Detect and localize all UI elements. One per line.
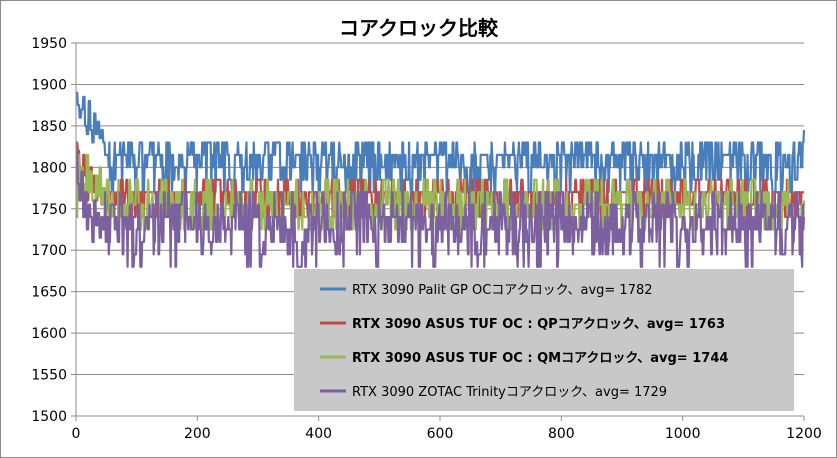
x-tick-label: 400 xyxy=(305,426,332,442)
y-tick-label: 1550 xyxy=(31,368,67,384)
axes xyxy=(75,43,804,417)
legend-label-2: RTX 3090 ASUS TUF OC : QPコアクロック、avg= 176… xyxy=(352,317,725,332)
x-tick-label: 1200 xyxy=(786,426,822,442)
x-tick-label: 0 xyxy=(72,426,81,442)
y-axis-ticks: 1500 1550 1600 1650 1700 1750 1800 1850 1900 1950 xyxy=(31,36,76,425)
series-lines xyxy=(75,91,806,268)
series-line-1 xyxy=(75,91,806,194)
x-tick-label: 200 xyxy=(184,426,211,442)
chart-title: コアクロック比較 xyxy=(339,16,498,40)
x-tick-label: 800 xyxy=(548,426,575,442)
legend-label-4: RTX 3090 ZOTAC Trinityコアクロック、avg= 1729 xyxy=(352,385,667,400)
y-tick-label: 1650 xyxy=(31,285,67,301)
y-tick-label: 1800 xyxy=(31,160,67,176)
legend-label-3: RTX 3090 ASUS TUF OC : QMコアクロック、avg= 174… xyxy=(352,351,728,366)
y-tick-label: 1600 xyxy=(31,326,67,342)
y-tick-label: 1850 xyxy=(31,119,67,135)
y-tick-label: 1950 xyxy=(31,36,67,52)
y-tick-label: 1900 xyxy=(31,77,67,93)
legend: RTX 3090 Palit GP OCコアクロック、avg= 1782 RTX … xyxy=(294,269,794,411)
series-line-4 xyxy=(75,149,806,268)
x-axis-ticks: 0 200 400 600 800 1000 1200 xyxy=(72,416,822,442)
y-tick-label: 1500 xyxy=(31,409,67,425)
x-tick-label: 600 xyxy=(427,426,454,442)
legend-label-1: RTX 3090 Palit GP OCコアクロック、avg= 1782 xyxy=(352,283,653,298)
x-tick-label: 1000 xyxy=(665,426,701,442)
legend-box xyxy=(294,269,794,411)
y-tick-label: 1700 xyxy=(31,243,67,259)
y-tick-label: 1750 xyxy=(31,202,67,218)
